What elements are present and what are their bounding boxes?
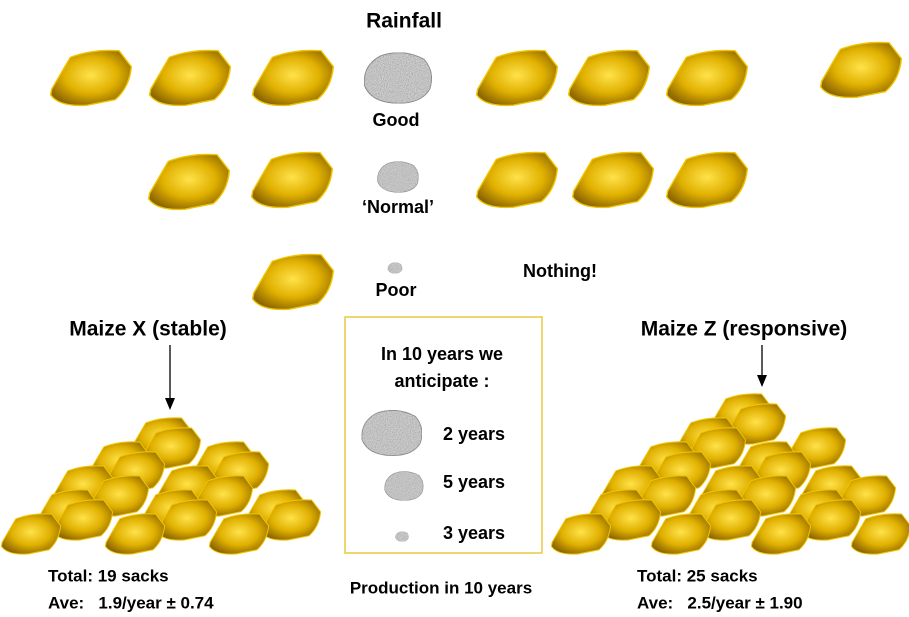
total: Total: 25 sacks bbox=[637, 566, 758, 585]
sack bbox=[251, 253, 335, 311]
sack bbox=[251, 49, 335, 107]
sack bbox=[49, 49, 133, 107]
rock bbox=[377, 162, 418, 193]
sack-pile bbox=[550, 393, 909, 555]
sack bbox=[250, 151, 334, 209]
legend-item: 2 years bbox=[443, 424, 505, 444]
sack bbox=[665, 49, 749, 107]
rock bbox=[388, 263, 402, 274]
sack bbox=[148, 49, 232, 107]
sack bbox=[475, 151, 559, 209]
sack-pile bbox=[0, 417, 322, 555]
sack bbox=[475, 49, 559, 107]
sack bbox=[819, 41, 903, 99]
sack bbox=[750, 513, 812, 555]
sack bbox=[104, 513, 166, 555]
sack bbox=[665, 151, 749, 209]
rock bbox=[364, 53, 431, 104]
rock bbox=[362, 410, 422, 455]
rain-label: Poor bbox=[375, 280, 416, 300]
average: Ave: 1.9/year ± 0.74 bbox=[48, 593, 214, 612]
sack bbox=[550, 513, 612, 555]
sack bbox=[850, 513, 909, 555]
variety-name: Maize X (stable) bbox=[69, 318, 227, 341]
legend-heading: In 10 years we bbox=[381, 344, 503, 364]
arrow-head bbox=[165, 398, 175, 410]
sack bbox=[571, 151, 655, 209]
poor-note: Nothing! bbox=[523, 261, 597, 281]
sack bbox=[208, 513, 270, 555]
sack bbox=[0, 513, 62, 555]
legend-item: 3 years bbox=[443, 523, 505, 543]
legend-item: 5 years bbox=[443, 472, 505, 492]
total: Total: 19 sacks bbox=[48, 566, 169, 585]
title: Rainfall bbox=[366, 10, 442, 33]
variety-name: Maize Z (responsive) bbox=[641, 318, 848, 341]
arrow-head bbox=[757, 375, 767, 387]
rain-label: ‘Normal’ bbox=[362, 197, 434, 217]
sack bbox=[147, 153, 231, 211]
footer: Production in 10 years bbox=[350, 578, 532, 597]
legend-box bbox=[344, 316, 543, 554]
sack bbox=[650, 513, 712, 555]
average: Ave: 2.5/year ± 1.90 bbox=[637, 593, 803, 612]
legend-heading: anticipate : bbox=[394, 371, 489, 391]
rain-label: Good bbox=[373, 110, 420, 130]
rock bbox=[395, 532, 408, 542]
sack bbox=[567, 49, 651, 107]
rock bbox=[385, 471, 423, 500]
